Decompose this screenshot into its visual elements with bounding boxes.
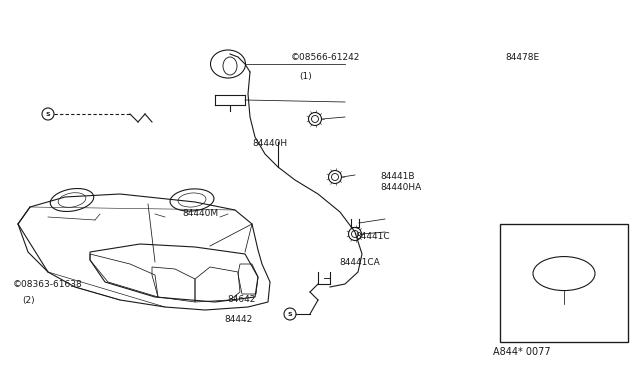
- Text: ©08566-61242: ©08566-61242: [291, 53, 360, 62]
- Text: S: S: [288, 311, 292, 317]
- Text: A844* 0077: A844* 0077: [493, 347, 550, 356]
- Text: 84441B: 84441B: [381, 172, 415, 181]
- Text: 84442: 84442: [224, 315, 252, 324]
- Bar: [500, 224, 628, 342]
- Text: 84642: 84642: [227, 295, 255, 304]
- Text: (2): (2): [22, 296, 35, 305]
- Text: 84440H: 84440H: [253, 139, 288, 148]
- Text: 84441CA: 84441CA: [339, 258, 380, 267]
- Text: (1): (1): [300, 72, 312, 81]
- Text: S: S: [45, 112, 51, 116]
- Text: 84440HA: 84440HA: [381, 183, 422, 192]
- Text: ©08363-61638: ©08363-61638: [13, 280, 83, 289]
- Text: 84441C: 84441C: [355, 232, 390, 241]
- Text: 84440M: 84440M: [182, 209, 218, 218]
- Text: 84478E: 84478E: [506, 53, 540, 62]
